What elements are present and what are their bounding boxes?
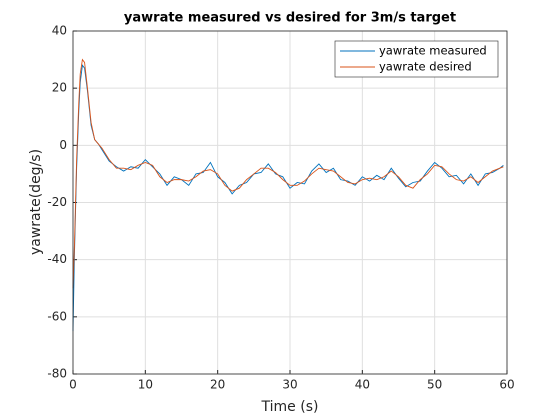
y-axis-label: yawrate(deg/s) [28, 149, 44, 255]
x-tick-label: 20 [210, 378, 225, 392]
y-tick-label: 40 [52, 24, 67, 38]
legend-label: yawrate desired [379, 60, 472, 74]
x-tick-label: 60 [499, 378, 514, 392]
y-tick-label: 20 [52, 81, 67, 95]
x-tick-label: 40 [355, 378, 370, 392]
y-tick-label: -40 [47, 252, 67, 266]
axes-box [72, 30, 508, 375]
x-tick-label: 50 [427, 378, 442, 392]
y-tick-label: -20 [47, 195, 67, 209]
x-axis-label: Time (s) [261, 399, 319, 415]
legend-box [334, 40, 499, 78]
legend: yawrate measured yawrate desired [334, 40, 499, 78]
y-tick-label: -80 [47, 367, 67, 381]
x-tick-label: 10 [138, 378, 153, 392]
legend-label: yawrate measured [379, 44, 487, 58]
y-tick-label: -60 [47, 309, 67, 323]
chart-title: yawrate measured vs desired for 3m/s tar… [124, 11, 456, 26]
data-line [72, 58, 504, 289]
y-tick-label: 0 [59, 138, 67, 152]
x-tick-label: 30 [282, 378, 297, 392]
x-tick-label: 0 [69, 378, 77, 392]
